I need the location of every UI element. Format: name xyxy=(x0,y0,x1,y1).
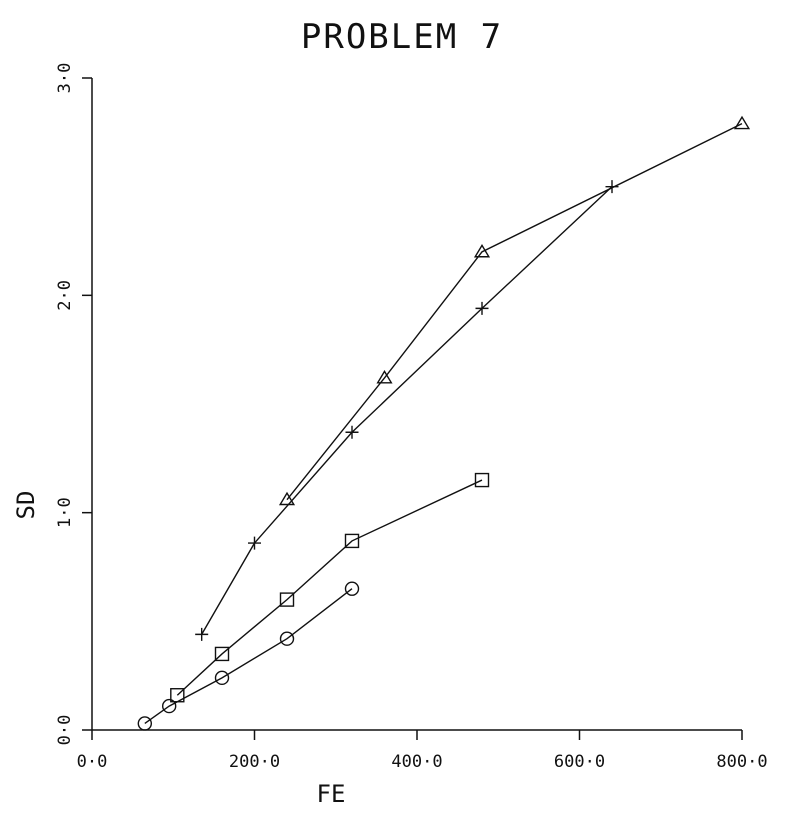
data-point-plus xyxy=(605,180,619,194)
data-point-circle xyxy=(214,670,230,686)
x-tick-label: 800·0 xyxy=(716,752,767,772)
series-line-circle xyxy=(144,588,353,725)
data-point-square xyxy=(214,646,230,662)
x-tick-label: 600·0 xyxy=(554,752,605,772)
y-tick-label: 2·0 xyxy=(55,280,75,311)
series-plus xyxy=(195,180,619,641)
data-point-plus xyxy=(345,425,359,439)
x-tick-label: 0·0 xyxy=(77,752,108,772)
x-tick-label: 400·0 xyxy=(391,752,442,772)
series-line-plus xyxy=(201,186,613,635)
series-line-square xyxy=(176,479,483,696)
data-point-square xyxy=(474,472,490,488)
data-point-square xyxy=(344,533,360,549)
chart-title: PROBLEM 7 xyxy=(301,17,503,57)
data-point-circle xyxy=(279,631,295,646)
series-line-triangle xyxy=(286,123,743,501)
data-point-triangle xyxy=(278,491,296,506)
data-point-square xyxy=(279,592,295,607)
data-point-circle xyxy=(161,698,177,714)
x-axis-title: FE xyxy=(317,780,346,808)
x-tick-label: 200·0 xyxy=(229,752,280,772)
data-point-circle xyxy=(344,581,360,596)
y-tick-label: 0·0 xyxy=(55,715,75,746)
plot-series xyxy=(137,115,751,731)
data-point-triangle xyxy=(473,244,491,258)
data-point-plus xyxy=(475,301,489,315)
x-ticks: 0·0 200·0 400·0 600·0 800·0 xyxy=(77,730,768,772)
data-point-circle xyxy=(137,716,153,731)
series-square xyxy=(170,472,490,703)
y-ticks: 0·0 1·0 2·0 3·0 xyxy=(55,63,92,746)
data-point-triangle xyxy=(376,370,393,384)
data-point-plus xyxy=(248,536,261,550)
y-axis-title: SD xyxy=(12,491,40,520)
data-point-triangle xyxy=(733,115,751,130)
y-tick-label: 3·0 xyxy=(55,63,75,94)
data-point-plus xyxy=(195,627,209,641)
series-circle xyxy=(137,581,360,731)
series-triangle xyxy=(278,115,751,506)
y-tick-label: 1·0 xyxy=(55,497,75,528)
